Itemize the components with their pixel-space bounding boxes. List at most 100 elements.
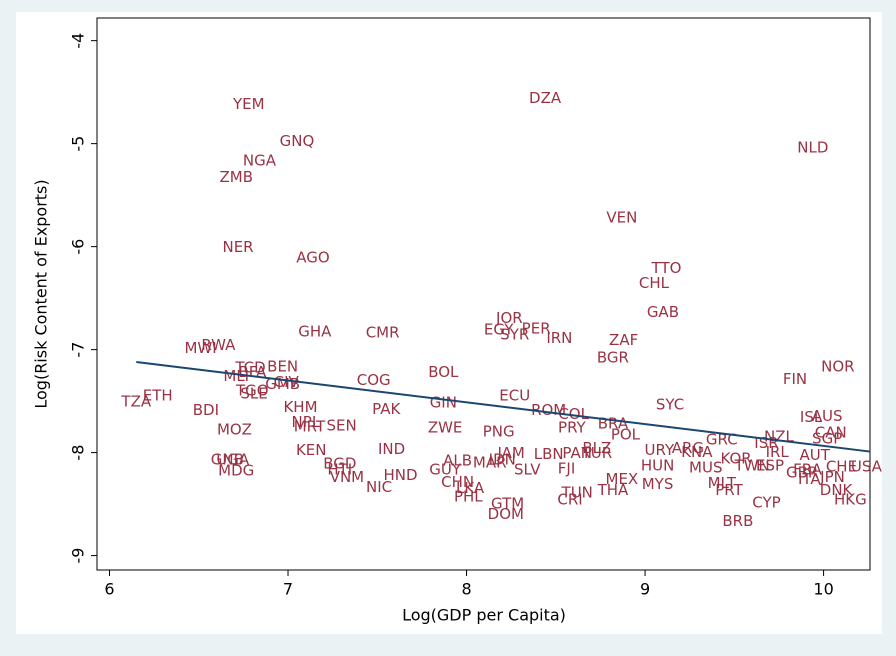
country-label: NGA xyxy=(243,152,277,170)
country-label: CHE xyxy=(826,458,857,476)
country-label: URY xyxy=(645,441,675,459)
x-tick-label: 7 xyxy=(283,580,293,599)
country-label: IRN xyxy=(546,329,572,347)
country-label: KOR xyxy=(720,449,751,467)
country-label: COL xyxy=(558,405,589,423)
country-label: HND xyxy=(383,466,417,484)
country-label: TWN xyxy=(734,456,770,474)
country-label: NER xyxy=(222,238,253,256)
country-label: TTO xyxy=(651,259,682,277)
country-label: TGO xyxy=(235,381,269,399)
country-label: SLV xyxy=(514,461,541,479)
country-label: LBN xyxy=(534,445,564,463)
country-label: ZMB xyxy=(219,168,253,186)
country-label: CHL xyxy=(639,274,670,292)
country-label: PAN xyxy=(562,444,592,462)
country-label: CIV xyxy=(274,373,300,391)
country-label: ARG xyxy=(672,439,704,457)
country-label: NLD xyxy=(797,138,828,156)
x-tick-label: 8 xyxy=(461,580,471,599)
country-label: MLI xyxy=(223,367,249,385)
country-label: PHL xyxy=(454,487,483,505)
country-label: VNM xyxy=(330,468,364,486)
country-label: GHA xyxy=(298,323,332,341)
country-label: GAB xyxy=(647,303,679,321)
country-label: MRT xyxy=(294,417,326,435)
x-tick-label: 10 xyxy=(813,580,833,599)
y-axis-title: Log(Risk Content of Exports) xyxy=(32,179,51,408)
country-label: GTM xyxy=(491,495,524,513)
country-label: TUN xyxy=(561,483,593,501)
country-label: TZA xyxy=(120,393,151,411)
country-label: JOR xyxy=(495,309,523,327)
country-label: PRT xyxy=(715,481,743,499)
country-label: USA xyxy=(851,458,883,476)
country-label: GIN xyxy=(430,394,457,412)
x-axis-title: Log(GDP per Capita) xyxy=(402,606,566,625)
country-label: AGO xyxy=(296,248,329,266)
y-tick-label: -6 xyxy=(69,239,88,255)
country-label: IND xyxy=(378,440,405,458)
country-label: PRY xyxy=(558,418,587,436)
country-label: RWA xyxy=(201,336,236,354)
country-label: GNQ xyxy=(280,132,315,150)
y-tick-label: -4 xyxy=(69,33,88,49)
country-label: FIN xyxy=(783,370,807,388)
country-label: ALB xyxy=(443,451,472,469)
country-label: MYS xyxy=(642,475,674,493)
country-label: MEX xyxy=(606,470,639,488)
country-label: NOR xyxy=(821,358,854,376)
country-label: CMR xyxy=(366,324,400,342)
country-label: PER xyxy=(522,320,551,338)
country-label: NPL xyxy=(292,413,321,431)
country-label: FJI xyxy=(558,460,575,478)
country-label: THA xyxy=(597,481,629,499)
country-label: GBR xyxy=(786,464,818,482)
country-label: MAR xyxy=(473,453,507,471)
country-label: KEN xyxy=(296,441,327,459)
country-label: COG xyxy=(357,371,391,389)
x-tick-label: 6 xyxy=(104,580,114,599)
country-label: CYP xyxy=(752,494,780,512)
x-tick-label: 9 xyxy=(640,580,650,599)
country-label: DOM xyxy=(488,505,524,523)
country-label: PNG xyxy=(483,423,515,441)
country-label: PAK xyxy=(372,400,401,418)
country-label: KHM xyxy=(283,398,317,416)
country-label: ESP xyxy=(756,456,784,474)
country-label: BDI xyxy=(193,401,219,419)
country-label: LKA xyxy=(456,479,485,497)
country-label: GUY xyxy=(429,461,462,479)
country-label: TUR xyxy=(581,444,613,462)
country-label: VEN xyxy=(606,208,637,226)
country-label: JAM xyxy=(496,444,524,462)
country-label: YEM xyxy=(232,95,265,113)
country-label: IRL xyxy=(766,443,790,461)
y-tick-label: -7 xyxy=(69,342,88,358)
country-label: NIC xyxy=(366,478,392,496)
y-tick-label: -9 xyxy=(69,548,88,564)
y-tick-label: -5 xyxy=(69,136,88,152)
country-label: MWI xyxy=(184,339,216,357)
y-tick-label: -8 xyxy=(69,445,88,461)
country-label: HTI xyxy=(327,461,352,479)
country-label: AUT xyxy=(799,446,830,464)
country-label: CAN xyxy=(815,424,847,442)
country-label: ITA xyxy=(798,470,821,488)
country-label: MUS xyxy=(689,459,722,477)
country-label: BLZ xyxy=(582,439,611,457)
country-label: ECU xyxy=(499,386,530,404)
country-label: GNB xyxy=(211,450,244,468)
country-label: POL xyxy=(611,426,641,444)
country-label: HKG xyxy=(834,490,867,508)
country-label: SYC xyxy=(656,396,684,414)
country-label: BOL xyxy=(428,363,459,381)
country-label: SEN xyxy=(326,416,356,434)
country-label: JPN xyxy=(819,468,845,486)
country-label: SYR xyxy=(500,326,529,344)
country-label: ZWE xyxy=(428,418,463,436)
country-label: MDG xyxy=(218,462,254,480)
country-label: TCD xyxy=(234,359,265,377)
